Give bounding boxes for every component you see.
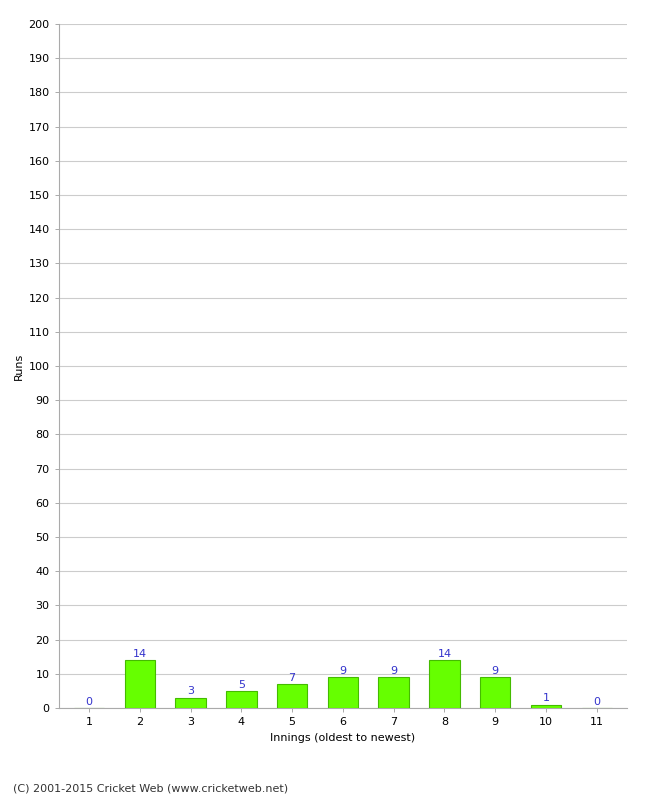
- X-axis label: Innings (oldest to newest): Innings (oldest to newest): [270, 733, 415, 742]
- Text: 7: 7: [289, 673, 296, 682]
- Bar: [531, 705, 561, 708]
- Text: 9: 9: [390, 666, 397, 676]
- Bar: [277, 684, 307, 708]
- Bar: [328, 678, 358, 708]
- Text: 14: 14: [133, 649, 147, 658]
- Bar: [429, 660, 460, 708]
- Text: 0: 0: [593, 697, 601, 706]
- Text: 9: 9: [491, 666, 499, 676]
- Bar: [125, 660, 155, 708]
- Text: 5: 5: [238, 679, 245, 690]
- Bar: [176, 698, 206, 708]
- Text: 0: 0: [85, 697, 92, 706]
- Text: 9: 9: [339, 666, 346, 676]
- Bar: [226, 691, 257, 708]
- Text: 1: 1: [543, 694, 549, 703]
- Text: (C) 2001-2015 Cricket Web (www.cricketweb.net): (C) 2001-2015 Cricket Web (www.cricketwe…: [13, 784, 288, 794]
- Bar: [378, 678, 409, 708]
- Text: 14: 14: [437, 649, 452, 658]
- Bar: [480, 678, 510, 708]
- Y-axis label: Runs: Runs: [14, 352, 24, 380]
- Text: 3: 3: [187, 686, 194, 696]
